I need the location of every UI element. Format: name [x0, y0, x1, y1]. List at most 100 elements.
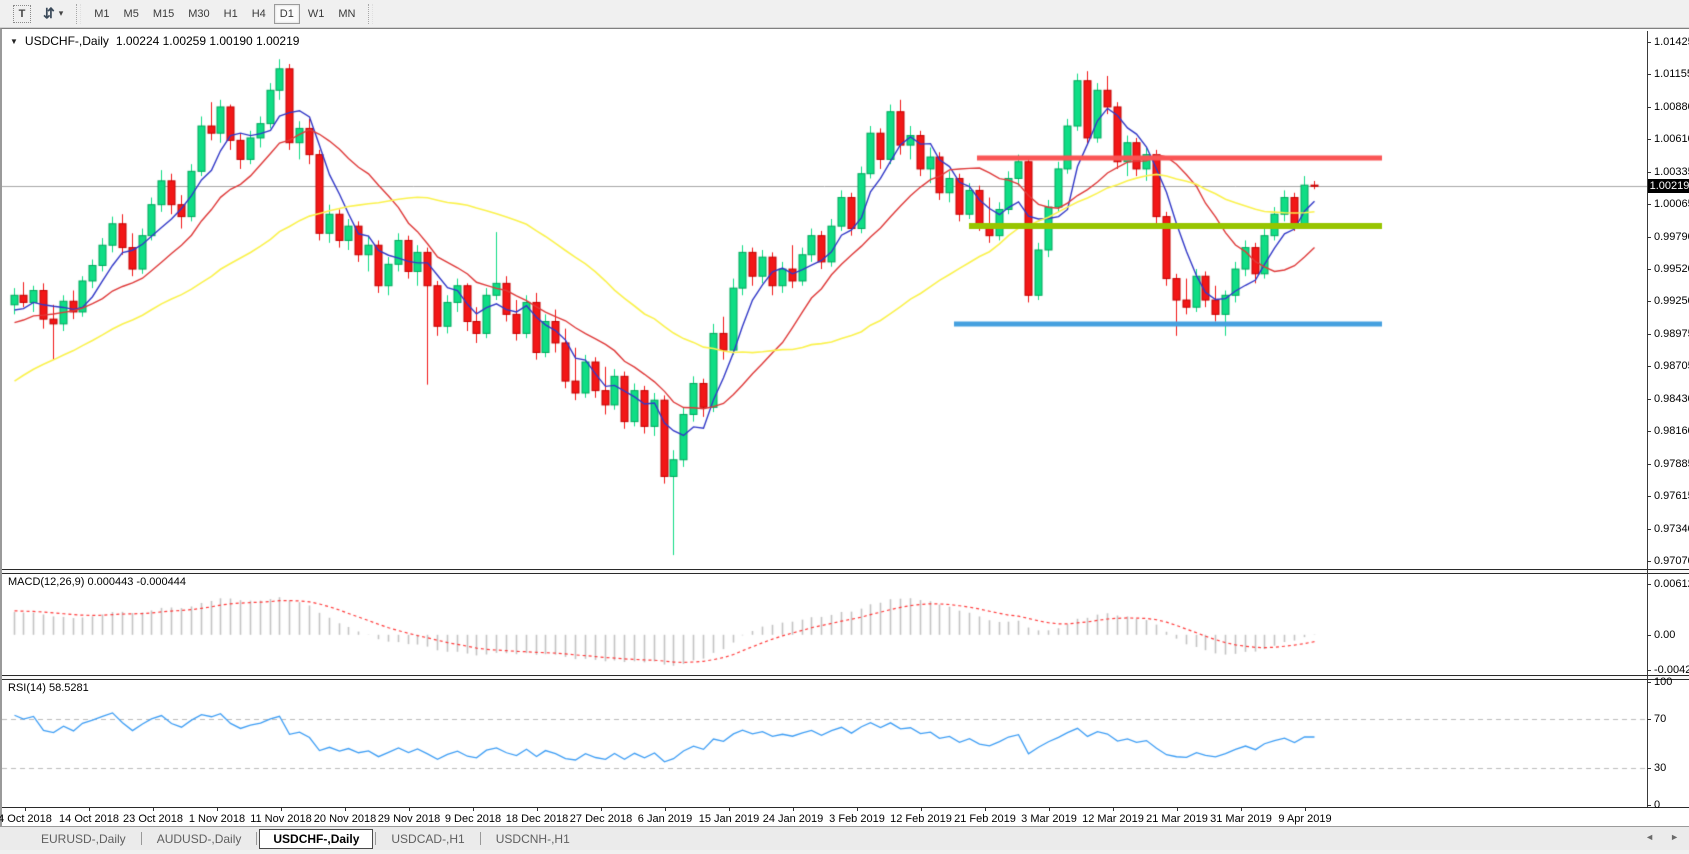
- price-axis-tick-label-tick: [1647, 334, 1651, 335]
- timeframe-button-m15[interactable]: M15: [152, 7, 175, 20]
- price-axis-tick-label-tick: [1647, 204, 1651, 206]
- time-axis-tick: [1113, 808, 1114, 811]
- price-axis-tick-label: 0.97070: [1654, 555, 1689, 568]
- time-axis-label: 15 Jan 2019: [698, 813, 760, 825]
- price-axis-tick-label-tick: [1647, 106, 1651, 108]
- timeframe-button-h4[interactable]: H4: [251, 7, 266, 20]
- time-axis-tick: [921, 808, 922, 811]
- time-axis-label: 31 Mar 2019: [1210, 813, 1272, 825]
- time-axis-tick: [793, 808, 794, 811]
- price-axis-tick-label-tick: [1647, 496, 1651, 498]
- panel-splitter[interactable]: [2, 675, 1689, 680]
- tab-scroll-right-icon[interactable]: ►: [1670, 832, 1679, 842]
- chart-tab-bar: EURUSD-,Daily AUDUSD-,Daily USDCHF-,Daily U…: [0, 826, 1689, 850]
- price-axis-tick-label-tick: [1647, 431, 1651, 433]
- rsi-axis-tick-label-tick: [1647, 682, 1651, 683]
- time-axis-label: 12 Feb 2019: [890, 813, 952, 825]
- timeframe-button-m5[interactable]: M5: [123, 7, 139, 20]
- toolbar-separator: [76, 3, 82, 24]
- tab-separator: [375, 832, 377, 845]
- rsi-label: RSI(14) 58.5281: [8, 682, 89, 694]
- price-axis-border: [1647, 31, 1648, 807]
- price-axis-tick-label-tick: [1647, 528, 1651, 530]
- text-label-tool-button[interactable]: T: [8, 3, 36, 25]
- price-axis-tick-label: 1.01425: [1654, 36, 1689, 48]
- time-axis-label: 24 Jan 2019: [762, 813, 824, 825]
- time-axis-tick: [1305, 808, 1306, 811]
- chart-tab-eurusd-daily[interactable]: EURUSD-,Daily: [41, 831, 126, 846]
- time-axis-label: 3 Feb 2019: [829, 813, 885, 825]
- chart-tab-usdcnh-h1[interactable]: USDCNH-,H1: [495, 831, 570, 846]
- rsi-axis-tick-label: 70: [1654, 712, 1667, 725]
- time-axis-tick: [1241, 808, 1242, 811]
- timeframe-button-d1[interactable]: D1: [273, 3, 300, 24]
- price-axis-tick-label-tick: [1647, 171, 1651, 173]
- chart-ohlc-values: 1.00224 1.00259 1.00190 1.00219: [115, 34, 300, 48]
- arrows-tool-button[interactable]: ⇵ ▾: [38, 3, 68, 25]
- time-axis-label: 21 Mar 2019: [1146, 813, 1208, 825]
- chevron-down-icon: ▾: [58, 8, 64, 18]
- rsi-axis-tick-label-tick: [1647, 768, 1651, 770]
- rsi-indicator-canvas[interactable]: [2, 680, 1647, 807]
- price-axis-tick-label-tick: [1647, 366, 1651, 368]
- price-axis-tick-label-tick: [1647, 463, 1651, 465]
- macd-indicator-canvas[interactable]: [2, 574, 1647, 675]
- timeframe-button-mn[interactable]: MN: [338, 7, 356, 20]
- macd-axis-tick-label: -0.00425: [1654, 664, 1689, 677]
- price-axis-tick-label-tick: [1647, 42, 1651, 43]
- macd-label: MACD(12,26,9) 0.000443 -0.000444: [8, 576, 186, 588]
- symbol-collapse-icon[interactable]: ▼: [10, 36, 18, 46]
- time-axis[interactable]: 4 Oct 2018 14 Oct 2018 23 Oct 2018 1 Nov 20…: [0, 807, 1689, 827]
- rsi-axis-tick-label-tick: [1647, 805, 1651, 806]
- price-axis-tick-label: 0.98705: [1654, 360, 1689, 373]
- time-axis-tick: [1177, 808, 1178, 811]
- tab-separator: [479, 832, 481, 845]
- timeframe-button-m1[interactable]: M1: [94, 7, 110, 20]
- time-axis-tick: [729, 808, 730, 811]
- price-axis-tick-label-tick: [1647, 236, 1651, 238]
- tab-scroll-left-icon[interactable]: ◄: [1645, 832, 1655, 842]
- macd-axis-tick-label-tick: [1647, 670, 1651, 672]
- time-axis-label: 3 Mar 2019: [1021, 813, 1077, 825]
- chart-tab-usdchf-daily[interactable]: USDCHF-,Daily: [259, 828, 374, 849]
- time-axis-label: 1 Nov 2018: [188, 813, 246, 825]
- time-axis-tick: [665, 808, 666, 811]
- time-axis-tick: [89, 808, 90, 811]
- price-chart-canvas[interactable]: [2, 31, 1647, 569]
- time-axis-label: 12 Mar 2019: [1082, 813, 1144, 825]
- time-axis-tick: [601, 808, 602, 811]
- price-axis-tick-label-tick: [1647, 561, 1651, 563]
- arrows-tool-icon: ⇵: [43, 5, 55, 21]
- panel-splitter[interactable]: [2, 569, 1689, 574]
- timeframe-button-h1[interactable]: H1: [223, 7, 238, 20]
- time-axis-label: 14 Oct 2018: [59, 813, 119, 825]
- text-tool-icon: T: [13, 4, 31, 23]
- price-axis-tick-label: 0.98975: [1654, 328, 1689, 340]
- time-axis-tick: [1049, 808, 1050, 811]
- time-axis-label: 4 Oct 2018: [0, 813, 52, 825]
- time-axis-label: 18 Dec 2018: [505, 813, 569, 825]
- current-price-badge: 1.00219: [1648, 178, 1689, 193]
- price-axis-tick-label: 1.00880: [1654, 100, 1689, 113]
- timeframe-button-w1[interactable]: W1: [307, 7, 325, 20]
- time-axis-tick: [985, 808, 986, 811]
- rsi-axis-tick-label: 100: [1654, 676, 1673, 688]
- timeframe-button-m30[interactable]: M30: [188, 7, 210, 20]
- time-axis-tick: [25, 808, 26, 811]
- price-axis-tick-label-tick: [1647, 74, 1651, 76]
- chart-tab-usdcad-h1[interactable]: USDCAD-,H1: [391, 831, 465, 846]
- time-axis-label: 21 Feb 2019: [954, 813, 1016, 825]
- rsi-axis-tick-label: 30: [1654, 762, 1667, 775]
- chart-title-row: ▼ USDCHF-,Daily 1.00224 1.00259 1.00190 …: [10, 34, 299, 48]
- toolbar-separator: [368, 3, 374, 24]
- price-axis-tick-label-tick: [1647, 139, 1651, 141]
- chart-tab-audusd-daily[interactable]: AUDUSD-,Daily: [156, 831, 242, 846]
- time-axis-tick: [217, 808, 218, 811]
